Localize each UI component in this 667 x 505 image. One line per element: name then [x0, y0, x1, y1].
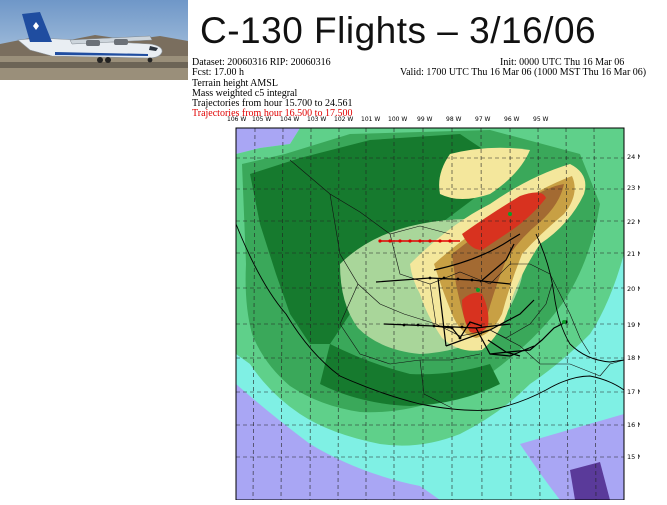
- init-label: Init: 0000 UTC Thu 16 Mar 06: [500, 57, 625, 68]
- lon-label: 106 W: [227, 116, 246, 123]
- lon-label: 95 W: [533, 116, 549, 123]
- lat-label: 18 N: [627, 354, 640, 362]
- valid-time-label: Valid: 1700 UTC Thu 16 Mar 06 (1000 MST …: [400, 67, 647, 78]
- lat-label: 21 N: [627, 250, 640, 258]
- lon-label: 102 W: [334, 116, 353, 123]
- trajectories-black-label: Trajectories from hour 15.700 to 24.561: [192, 98, 353, 109]
- lon-label: 100 W: [388, 116, 407, 123]
- slide-title: C-130 Flights – 3/16/06: [200, 10, 597, 51]
- lon-label: 105 W: [252, 116, 271, 123]
- black-trajectories: [375, 233, 567, 357]
- lat-label: 24 N: [627, 153, 640, 161]
- lat-label: 19 N: [627, 321, 640, 329]
- c130-aircraft-photo: [0, 0, 188, 80]
- map-frame: [235, 127, 625, 501]
- dataset-label: Dataset: 20060316 RIP: 20060316: [192, 57, 331, 68]
- lon-label: 97 W: [475, 116, 491, 123]
- lon-label: 99 W: [417, 116, 433, 123]
- lon-label: 96 W: [504, 116, 520, 123]
- black-trajectory-markers: [402, 276, 568, 340]
- lon-label: 104 W: [280, 116, 299, 123]
- terrain-label: Terrain height AMSL: [192, 78, 278, 89]
- aircraft-photo-image: [0, 0, 188, 80]
- forecast-hour-label: Fcst: 17.00 h: [192, 67, 244, 78]
- lat-label: 22 N: [627, 218, 640, 226]
- lon-label: 101 W: [361, 116, 380, 123]
- lat-label: 20 N: [627, 285, 640, 293]
- lat-label: 17 N: [627, 388, 640, 396]
- red-trajectory: [378, 239, 460, 243]
- lon-label: 103 W: [307, 116, 326, 123]
- lon-label: 98 W: [446, 116, 462, 123]
- lat-label: 15 N: [627, 453, 640, 461]
- mass-weighted-label: Mass weighted c5 integral: [192, 88, 298, 99]
- trajectory-map: 106 W 105 W 104 W 103 W 102 W 101 W 100 …: [190, 114, 642, 501]
- trajectories-red-label: Trajectories from hour 16.500 to 17.500: [192, 108, 353, 119]
- trajectory-map-svg: 106 W 105 W 104 W 103 W 102 W 101 W 100 …: [227, 116, 642, 501]
- lat-label: 23 N: [627, 184, 640, 192]
- station-markers: [476, 212, 566, 324]
- lat-label: 16 N: [627, 421, 640, 429]
